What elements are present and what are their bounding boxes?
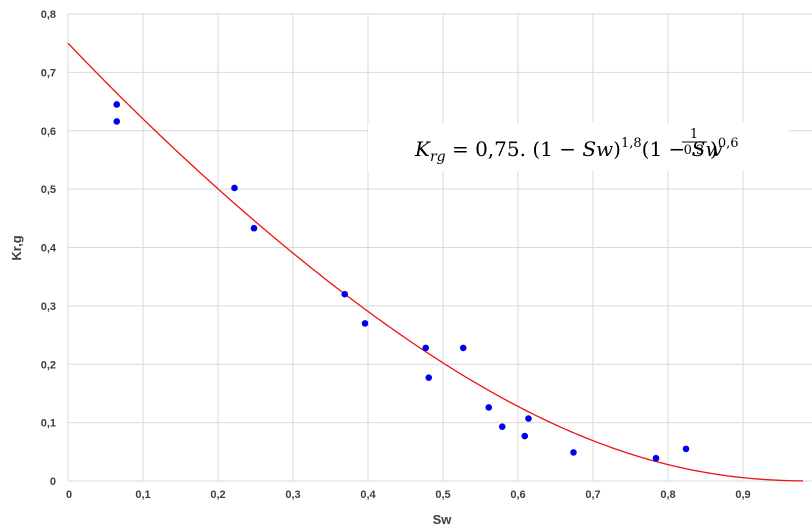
- data-point: [341, 290, 349, 298]
- x-tick-label: 0,9: [735, 489, 750, 501]
- data-point: [498, 423, 506, 431]
- equation-annotation: Krg = 0,75. (1 − Sw)1,8(1 − Sw: [414, 136, 722, 165]
- eq-open2: (1 −: [642, 137, 692, 161]
- y-tick-label: 0,5: [41, 184, 56, 196]
- x-axis-title: Sw: [433, 512, 453, 527]
- data-point: [525, 415, 532, 422]
- y-tick-label: 0,1: [41, 418, 56, 430]
- x-tick-label: 0,2: [210, 489, 225, 501]
- eq-var2: Sw: [692, 137, 723, 161]
- y-tick-label: 0,7: [41, 67, 56, 79]
- eq-close2: ): [710, 137, 718, 161]
- x-tick-label: 0,3: [285, 489, 300, 501]
- data-points: [113, 101, 690, 462]
- data-point: [425, 374, 433, 381]
- eq-close1: ): [613, 137, 621, 161]
- data-point: [459, 344, 467, 352]
- y-tick-label: 0: [50, 476, 56, 488]
- x-tick-label: 0,4: [360, 489, 376, 501]
- data-point: [113, 101, 121, 108]
- x-tick-label: 0,6: [510, 489, 525, 501]
- x-tick-labels: 0 0,1 0,2 0,3 0,4 0,5 0,6 0,7 0,8 0,9: [66, 489, 751, 501]
- eq-frac-num: 1: [690, 127, 698, 142]
- x-tick-label: 0,1: [135, 489, 150, 501]
- data-point: [682, 445, 690, 453]
- data-point: [485, 404, 493, 411]
- eq-exp2: 0,6: [718, 136, 739, 151]
- x-tick-label: 0,7: [585, 489, 600, 501]
- y-tick-label: 0,6: [41, 126, 56, 138]
- fit-curve-line: [67, 42, 804, 482]
- eq-frac-den: 0,3: [684, 143, 705, 158]
- eq-exp1: 1,8: [621, 136, 642, 151]
- x-tick-label: 0: [66, 489, 72, 501]
- y-axis-title: Kr,g: [9, 235, 24, 260]
- eq-coefficient: = 0,75. (1 −: [446, 137, 583, 161]
- y-tick-label: 0,8: [41, 9, 56, 21]
- data-point: [231, 184, 238, 192]
- data-point: [422, 344, 430, 352]
- eq-tail: )0,6: [710, 136, 739, 161]
- y-tick-label: 0,3: [41, 301, 56, 313]
- y-tick-label: 0,4: [41, 243, 57, 255]
- data-point: [113, 118, 121, 125]
- eq-lhs-sub: rg: [430, 149, 446, 165]
- y-tick-label: 0,2: [41, 359, 56, 371]
- x-tick-label: 0,5: [435, 489, 450, 501]
- data-point: [361, 320, 369, 327]
- y-tick-labels: 0 0,1 0,2 0,3 0,4 0,5 0,6 0,7 0,8: [41, 9, 57, 488]
- data-point: [652, 454, 660, 462]
- x-tick-label: 0,8: [660, 489, 675, 501]
- eq-var: Sw: [582, 137, 613, 161]
- equation-box: [368, 123, 788, 171]
- eq-lhs: K: [414, 137, 431, 161]
- data-point: [570, 449, 577, 456]
- data-point: [250, 224, 258, 232]
- data-point: [521, 432, 529, 440]
